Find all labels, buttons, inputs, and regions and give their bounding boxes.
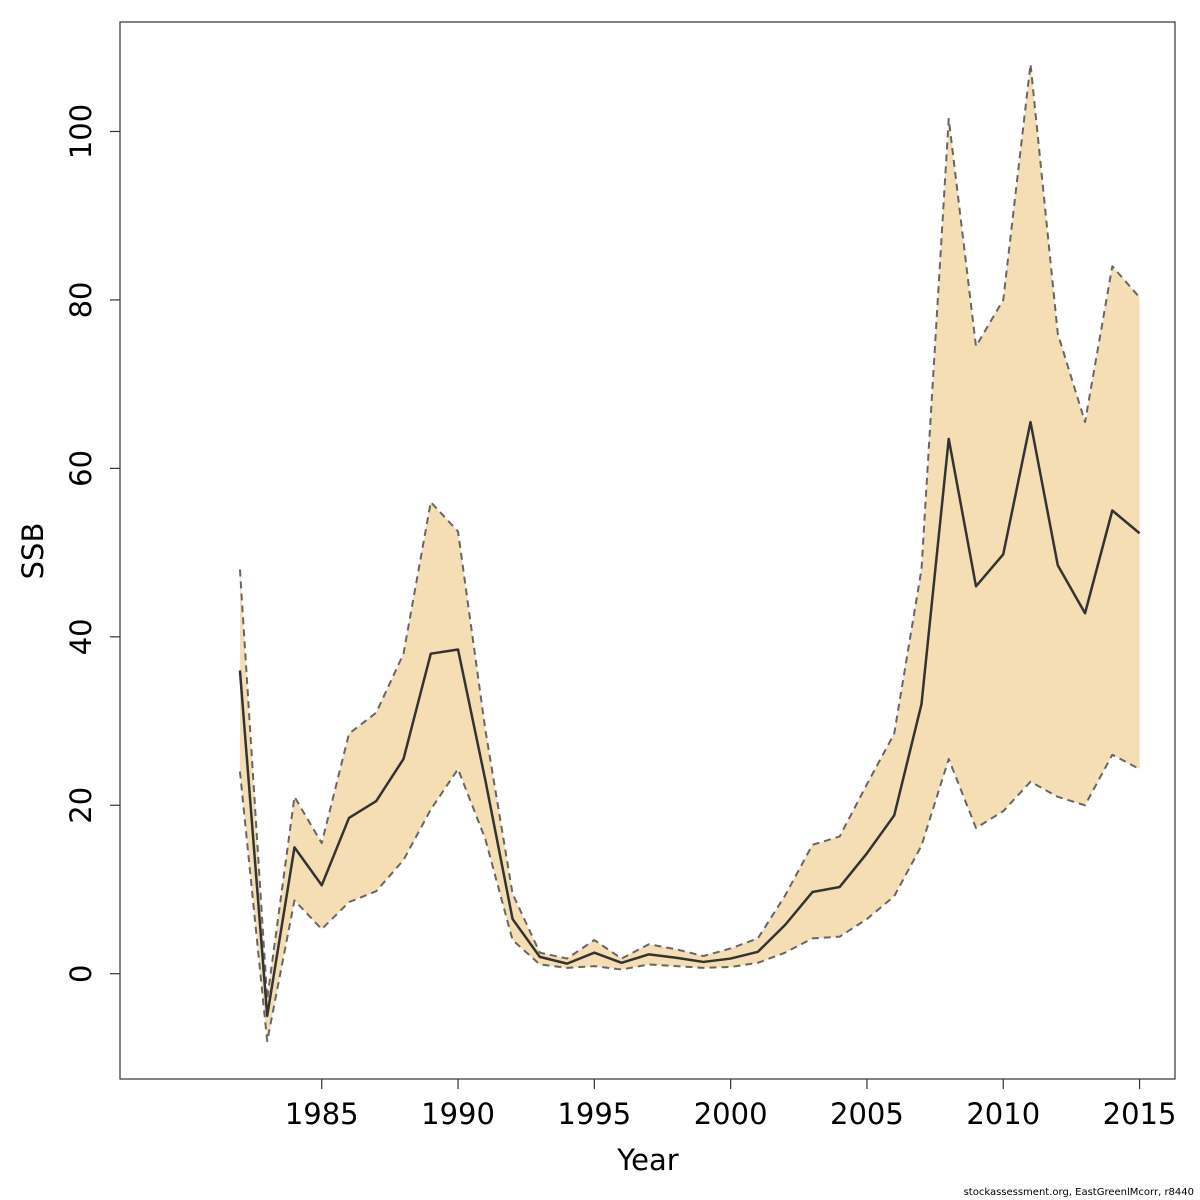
x-tick-label: 2010	[966, 1097, 1040, 1131]
x-tick-label: 1985	[285, 1097, 359, 1131]
plot-frame	[119, 21, 1176, 1080]
y-axis-title: SSB	[16, 523, 50, 580]
confidence-band	[239, 64, 1140, 1042]
upper-bound-line	[238, 63, 1141, 1000]
ssb-estimate-line	[238, 420, 1141, 1018]
x-tick-label: 2015	[1103, 1097, 1177, 1131]
y-tick-label: 60	[64, 450, 98, 487]
x-tick-label: 2005	[830, 1097, 904, 1131]
x-tick-label: 1990	[421, 1097, 495, 1131]
x-tick-label: 2000	[694, 1097, 768, 1131]
y-tick-label: 20	[64, 787, 98, 824]
y-tick-label: 40	[64, 618, 98, 655]
credit-footer: stockassessment.org, EastGreenlMcorr, r8…	[963, 1187, 1194, 1198]
lower-bound-line	[238, 753, 1141, 1043]
y-tick-label: 0	[64, 964, 98, 982]
x-axis-title: Year	[616, 1143, 678, 1177]
y-tick-label: 80	[64, 281, 98, 318]
x-tick-label: 1995	[557, 1097, 631, 1131]
y-tick-label: 100	[64, 104, 98, 159]
